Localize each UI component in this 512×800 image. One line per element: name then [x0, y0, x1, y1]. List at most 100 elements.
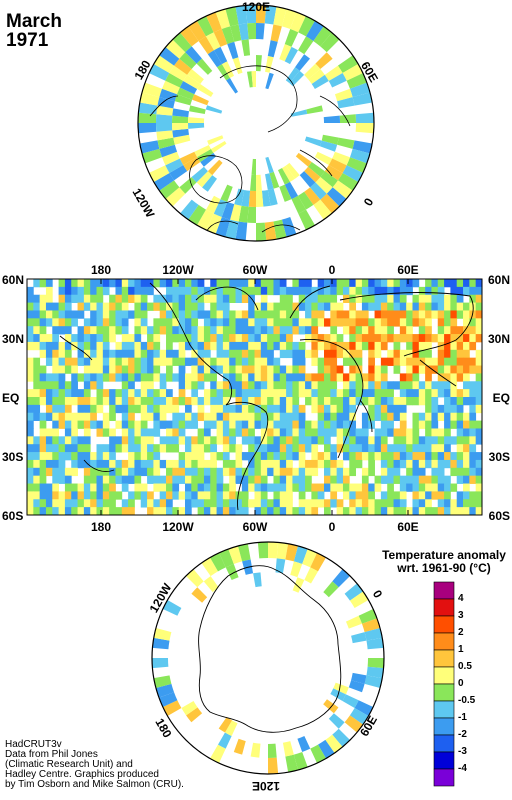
- grid-cell: [260, 357, 268, 366]
- grid-cell: [425, 491, 432, 500]
- grid-cell: [229, 428, 236, 437]
- grid-cell: [241, 189, 251, 207]
- grid-cell: [27, 334, 34, 343]
- lon-label-bottom-0: 0: [329, 520, 336, 534]
- grid-cell: [153, 397, 161, 406]
- grid-cell: [368, 365, 375, 374]
- grid-cell: [142, 82, 163, 98]
- grid-cell: [332, 569, 351, 588]
- grid-cell: [317, 286, 325, 296]
- grid-cell: [431, 452, 439, 461]
- grid-cell: [184, 459, 192, 469]
- grid-cell: [290, 561, 303, 578]
- grid-cell: [172, 286, 180, 296]
- grid-cell: [229, 467, 236, 477]
- grid-cell: [273, 404, 281, 414]
- grid-cell: [115, 294, 123, 303]
- grid-cell: [156, 130, 174, 141]
- grid-cell: [197, 310, 205, 319]
- grid-cell: [140, 389, 148, 398]
- grid-cell: [33, 341, 41, 351]
- grid-cell: [412, 436, 420, 445]
- legend-swatch: [433, 734, 455, 753]
- grid-cell: [33, 302, 41, 311]
- grid-cell: [216, 475, 224, 484]
- grid-cell: [431, 294, 439, 303]
- grid-cell: [184, 483, 192, 492]
- grid-cell: [210, 334, 217, 343]
- grid-cell: [425, 326, 432, 335]
- grid-cell: [229, 444, 236, 453]
- lat-label-left-30s: 30S: [2, 450, 23, 464]
- grid-cell: [159, 47, 180, 66]
- grid-cell: [286, 491, 293, 500]
- grid-cell: [286, 334, 293, 343]
- grid-cell: [241, 326, 249, 335]
- grid-cell: [210, 326, 217, 335]
- grid-cell: [64, 483, 72, 492]
- grid-cell: [45, 389, 53, 398]
- grid-cell: [165, 158, 184, 173]
- grid-cell: [324, 412, 331, 421]
- grid-cell: [206, 12, 222, 33]
- grid-cell: [115, 302, 123, 311]
- grid-cell: [128, 341, 135, 351]
- grid-cell: [166, 459, 173, 469]
- grid-cell: [273, 428, 281, 437]
- grid-cell: [260, 444, 268, 453]
- grid-cell: [109, 475, 116, 484]
- grid-cell: [45, 310, 53, 319]
- grid-cell: [342, 412, 350, 421]
- grid-cell: [260, 467, 268, 477]
- grid-cell: [210, 436, 217, 445]
- grid-cell: [152, 658, 169, 669]
- grid-cell: [368, 381, 375, 390]
- grid-cell: [83, 357, 91, 366]
- grid-cell: [27, 404, 34, 414]
- grid-cell: [64, 326, 72, 335]
- grid-cell: [418, 420, 426, 429]
- grid-cell: [166, 483, 173, 492]
- grid-cell: [159, 381, 167, 390]
- grid-cell: [172, 326, 180, 335]
- grid-cell: [39, 381, 47, 390]
- grid-cell: [33, 475, 41, 484]
- grid-cell: [267, 286, 274, 296]
- grid-cell: [229, 420, 236, 429]
- grid-cell: [166, 428, 173, 437]
- grid-cell: [147, 341, 154, 351]
- grid-cell: [39, 334, 47, 343]
- grid-cell: [210, 302, 217, 311]
- grid-cell: [230, 24, 242, 42]
- grid-cell: [292, 302, 300, 311]
- grid-cell: [333, 682, 349, 695]
- lon-label-top-60w: 60W: [243, 263, 268, 277]
- grid-cell: [292, 428, 300, 437]
- grid-cell: [292, 286, 300, 296]
- grid-cell: [279, 184, 292, 202]
- grid-cell: [178, 491, 186, 500]
- grid-cell: [267, 349, 274, 359]
- grid-cell: [58, 365, 66, 374]
- grid-cell: [265, 56, 274, 73]
- grid-cell: [45, 294, 53, 303]
- grid-cell: [172, 420, 180, 429]
- grid-cell: [178, 334, 186, 343]
- grid-cell: [196, 171, 213, 188]
- grid-cell: [121, 412, 129, 421]
- grid-cell: [83, 373, 91, 382]
- grid-cell: [140, 318, 148, 327]
- grid-cell: [450, 334, 458, 343]
- grid-cell: [336, 404, 344, 414]
- grid-cell: [235, 349, 243, 359]
- grid-cell: [277, 168, 290, 185]
- grid-cell: [222, 365, 230, 374]
- grid-cell: [355, 123, 374, 134]
- grid-cell: [254, 475, 262, 484]
- grid-cell: [349, 286, 357, 296]
- grid-cell: [216, 420, 224, 429]
- grid-cell: [286, 420, 293, 429]
- grid-cell: [33, 326, 41, 335]
- grid-cell: [425, 444, 432, 453]
- grid-cell: [305, 334, 312, 343]
